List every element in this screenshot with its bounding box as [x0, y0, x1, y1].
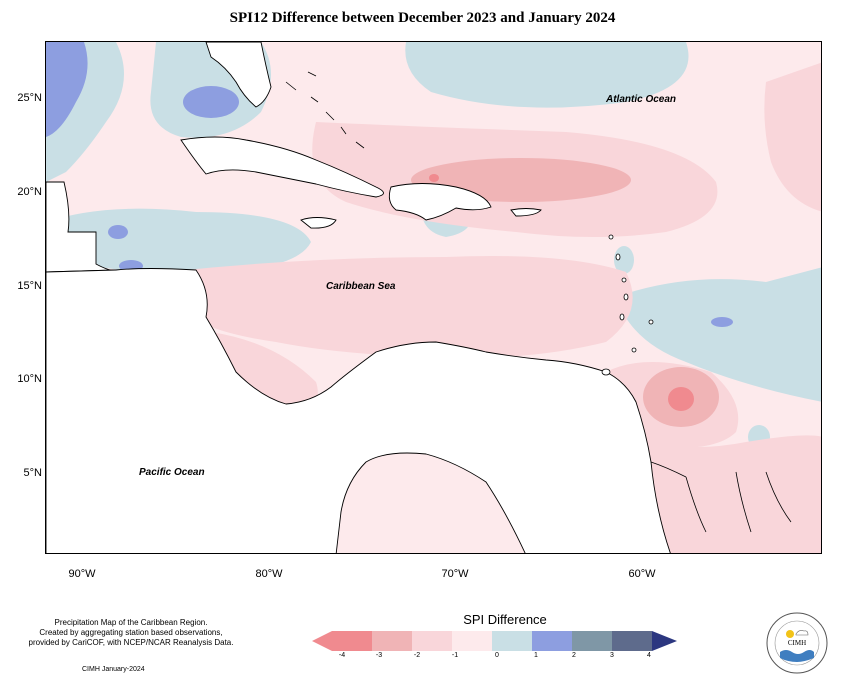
bahamas: [285, 71, 365, 149]
legend-tick: 3: [610, 652, 614, 659]
legend-colorbar: [312, 631, 677, 651]
caption-line-2: Created by aggregating station based obs…: [39, 628, 223, 637]
legend-swatch-2: [372, 631, 412, 651]
legend-tick: -4: [338, 652, 346, 659]
land-jamaica: [300, 217, 337, 229]
land-puerto-rico: [510, 208, 542, 217]
lat-label-15n: 15°N: [17, 280, 42, 292]
caption-line-3: provided by CariCOF, with NCEP/NCAR Rean…: [28, 638, 234, 647]
lesser-antilles: [601, 234, 654, 376]
lon-label-70w: 70°W: [441, 568, 469, 580]
lon-label-90w: 90°W: [68, 568, 96, 580]
legend-swatch-5: [492, 631, 532, 651]
legend-swatch-7: [572, 631, 612, 651]
legend-swatch-3: [412, 631, 452, 651]
anomaly-red-guyana-core: [668, 387, 694, 411]
caption-line-1: Precipitation Map of the Caribbean Regio…: [54, 618, 208, 627]
credit-text: CIMH January-2024: [82, 666, 145, 673]
anomaly-pink-guianas: [642, 435, 821, 553]
cloud-icon: [795, 630, 809, 636]
legend-swatch-6: [532, 631, 572, 651]
legend-swatch-8: [612, 631, 652, 651]
map-canvas: [46, 42, 821, 553]
lat-label-5n: 5°N: [23, 467, 42, 479]
legend-swatch-1: [332, 631, 372, 651]
legend-arrow-left: [312, 631, 332, 651]
anomaly-pink-caribbean-sea: [166, 256, 633, 358]
lat-label-20n: 20°N: [17, 186, 42, 198]
legend-tick: -1: [451, 652, 459, 659]
logo-text: CIMH: [788, 639, 806, 647]
land-hispaniola: [388, 183, 492, 221]
label-caribbean-sea: Caribbean Sea: [326, 281, 396, 292]
map-panel: [45, 41, 822, 554]
legend-swatch-4: [452, 631, 492, 651]
anomaly-blue-gulf-west-core: [46, 42, 88, 137]
anomaly-blue-lesser-antilles: [614, 246, 634, 274]
anomaly-blue-florida-core: [183, 86, 239, 118]
lat-label-25n: 25°N: [17, 92, 42, 104]
cimh-logo: CIMH: [766, 612, 828, 674]
lon-label-80w: 80°W: [255, 568, 283, 580]
land-florida: [205, 42, 272, 108]
anomaly-blue-yucatan: [46, 208, 311, 273]
legend-title: SPI Difference: [463, 612, 547, 627]
label-pacific-ocean: Pacific Ocean: [139, 467, 205, 478]
land-central-south-america: [46, 268, 671, 553]
anomaly-blue-yucatan-core-1: [108, 225, 128, 239]
legend-tick: -3: [375, 652, 383, 659]
legend-tick: -2: [413, 652, 421, 659]
guianas-borders: [650, 461, 792, 533]
anomaly-blue-east-core: [711, 317, 733, 327]
map-title: SPI12 Difference between December 2023 a…: [229, 10, 616, 26]
anomaly-blue-atlantic: [405, 42, 689, 108]
lat-label-10n: 10°N: [17, 373, 42, 385]
anomaly-pink-atlantic-east: [764, 62, 821, 212]
lon-label-60w: 60°W: [628, 568, 656, 580]
legend-tick: 1: [534, 652, 538, 659]
wave-icon: [780, 650, 814, 662]
map-caption: Precipitation Map of the Caribbean Regio…: [6, 618, 256, 648]
anomaly-blue-east: [616, 267, 821, 402]
legend-arrow-right: [652, 631, 677, 651]
label-atlantic-ocean: Atlantic Ocean: [606, 94, 677, 105]
legend-tick: 4: [647, 652, 651, 659]
legend-tick: 2: [572, 652, 576, 659]
land-cuba: [180, 136, 384, 198]
anomaly-red-dot: [429, 174, 439, 182]
legend-tick: 0: [495, 652, 499, 659]
sun-icon: [786, 630, 794, 638]
